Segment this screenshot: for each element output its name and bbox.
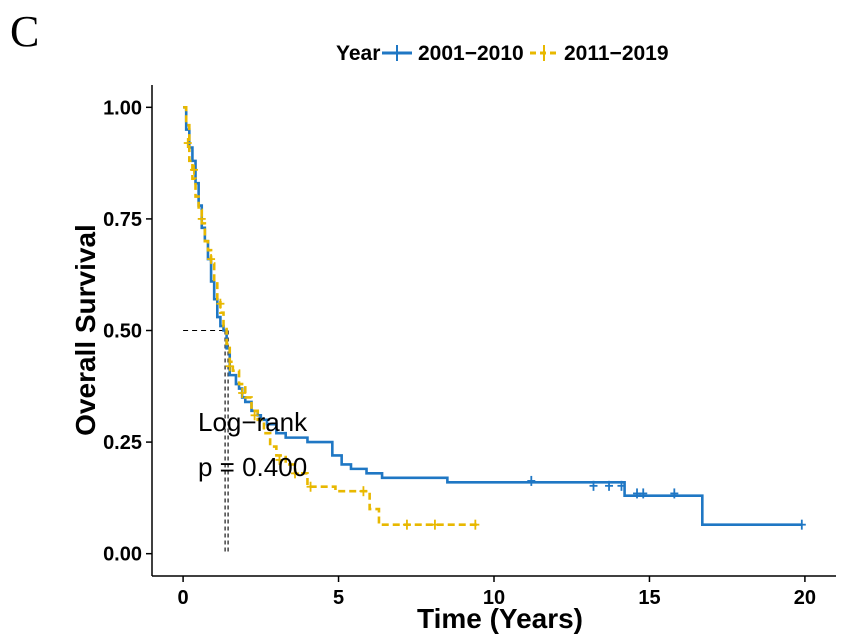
legend-label-2011-2019: 2011−2019 xyxy=(564,42,669,65)
censor-mark-2011-2019 xyxy=(216,298,225,309)
censor-mark-2011-2019 xyxy=(430,519,439,530)
x-tick-label: 15 xyxy=(638,587,660,609)
log-rank-label: Log−rank xyxy=(198,407,308,437)
p-value-label: p = 0.400 xyxy=(198,452,307,482)
y-tick-label: 0.00 xyxy=(103,544,142,566)
censor-mark-2011-2019 xyxy=(402,519,411,530)
censor-mark-2011-2019 xyxy=(306,481,315,492)
censor-mark-2011-2019 xyxy=(197,213,206,224)
y-axis-title: Overall Survival xyxy=(70,224,101,436)
x-tick-label: 0 xyxy=(178,587,189,609)
y-tick-label: 0.75 xyxy=(103,209,142,231)
x-tick-label: 5 xyxy=(333,587,344,609)
censor-mark-2011-2019 xyxy=(291,468,300,479)
censor-mark-2001-2010 xyxy=(797,519,806,530)
censor-mark-2001-2010 xyxy=(617,480,626,491)
plot-area xyxy=(183,106,806,554)
censor-mark-2001-2010 xyxy=(639,488,648,499)
censor-mark-2011-2019 xyxy=(207,254,216,265)
censor-mark-2011-2019 xyxy=(183,138,192,149)
legend-key-2001-2010 xyxy=(382,45,412,61)
survival-curve-2011-2019 xyxy=(183,106,479,526)
y-tick-label: 0.25 xyxy=(103,432,142,454)
censor-mark-2001-2010 xyxy=(670,488,679,499)
x-tick-label: 20 xyxy=(794,587,816,609)
censor-mark-2011-2019 xyxy=(225,361,234,372)
censor-mark-2011-2019 xyxy=(275,454,284,465)
censor-mark-2011-2019 xyxy=(359,486,368,497)
x-axis-title: Time (Years) xyxy=(417,603,583,634)
y-tick-label: 1.00 xyxy=(103,97,142,119)
censor-mark-2001-2010 xyxy=(605,480,614,491)
legend-title: Year xyxy=(336,42,380,65)
censor-mark-2001-2010 xyxy=(527,475,536,486)
censor-mark-2011-2019 xyxy=(189,164,198,175)
y-axis-ticks: 0.00 0.25 0.50 0.75 1.00 xyxy=(103,97,152,566)
x-tick-label: 10 xyxy=(483,587,505,609)
legend: Year 2001−2010 2011−2019 xyxy=(336,42,669,65)
legend-key-2011-2019 xyxy=(530,45,558,61)
y-tick-label: 0.50 xyxy=(103,321,142,343)
censor-mark-2001-2010 xyxy=(589,480,598,491)
x-axis-ticks: 0 5 10 15 20 xyxy=(178,576,816,609)
censor-mark-2011-2019 xyxy=(250,410,259,421)
panel-label: C xyxy=(10,7,39,56)
censor-mark-2011-2019 xyxy=(471,519,480,530)
legend-label-2001-2010: 2001−2010 xyxy=(418,42,524,65)
censor-mark-2011-2019 xyxy=(238,387,247,398)
